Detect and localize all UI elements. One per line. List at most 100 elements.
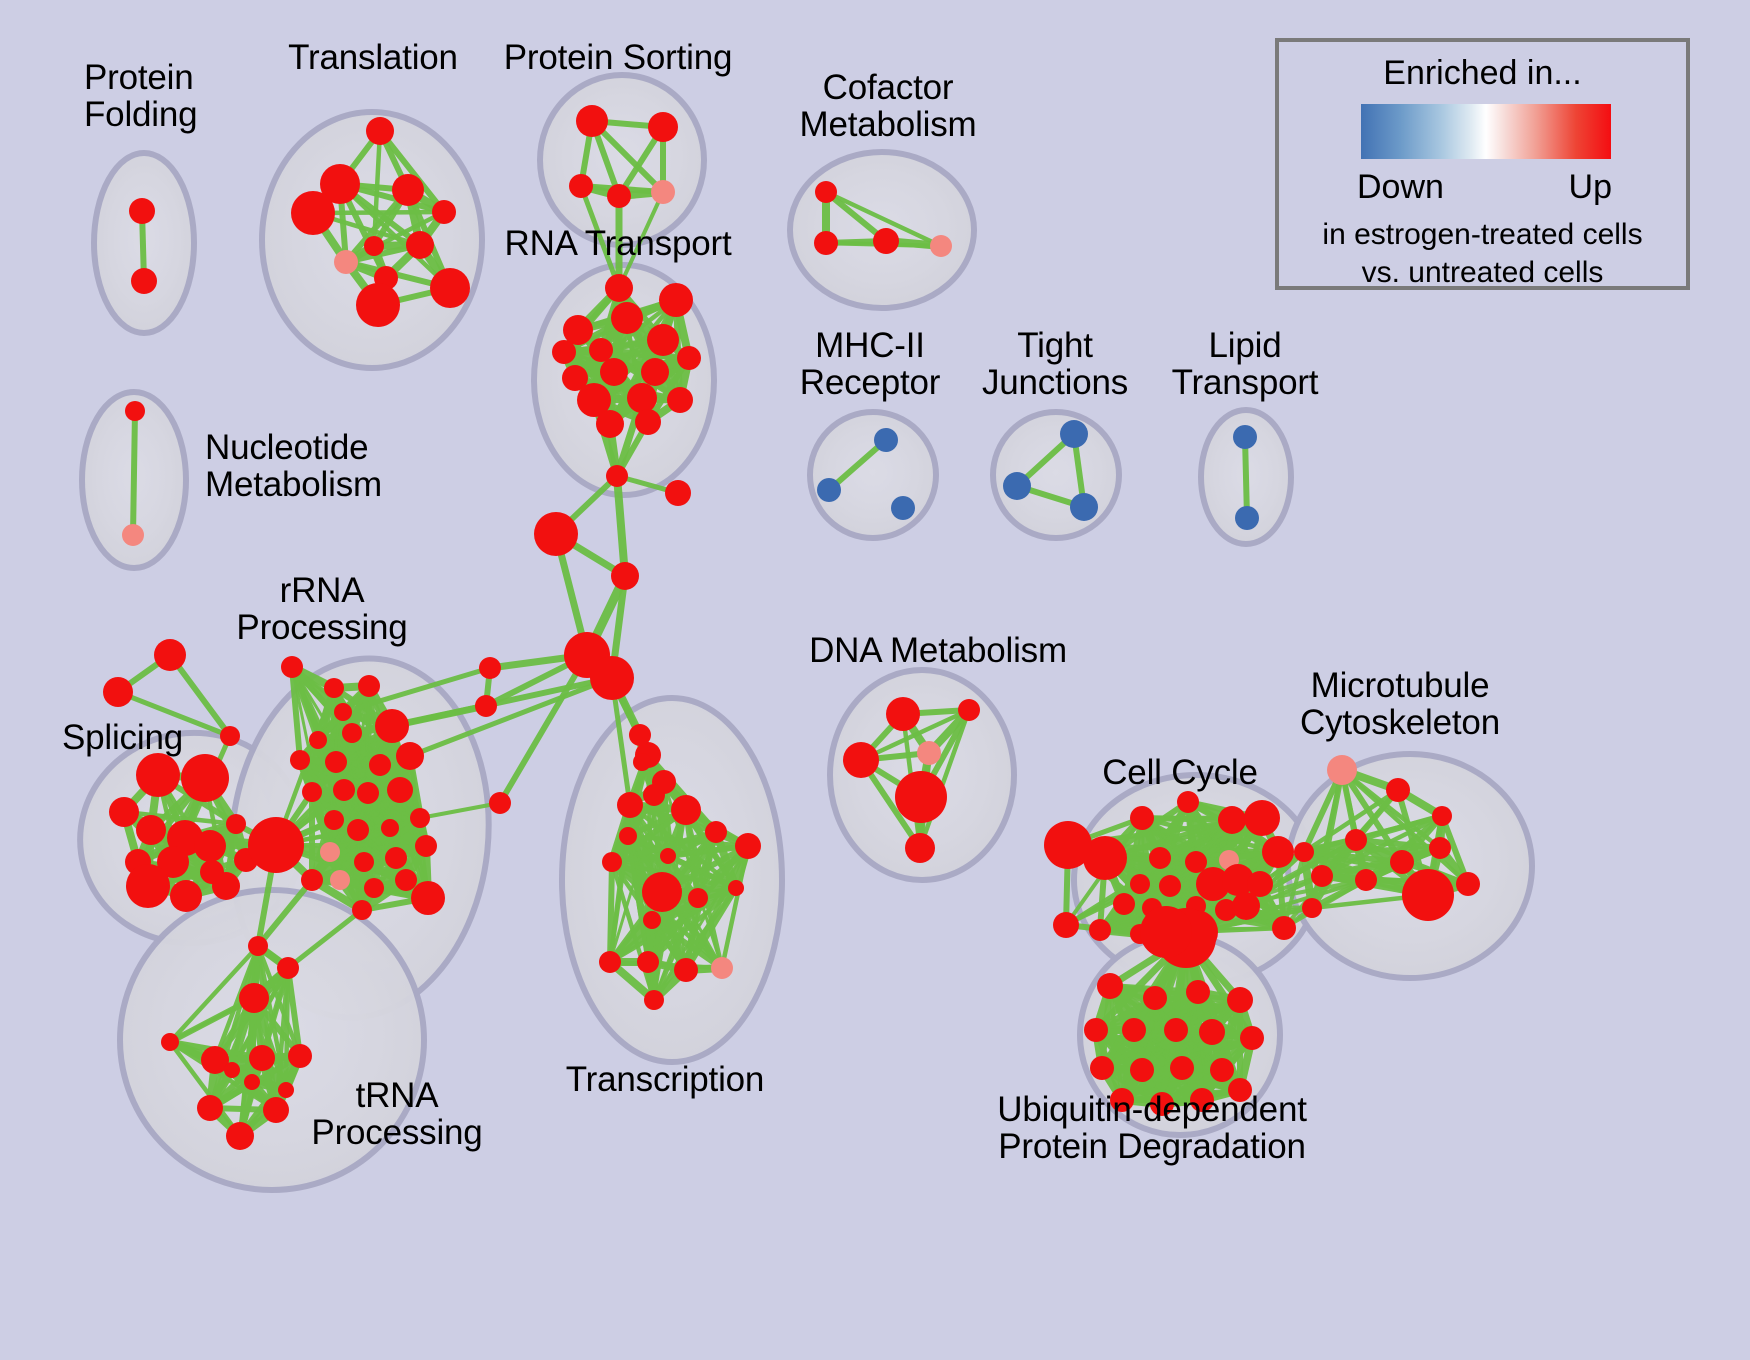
cluster-label-microtubule-cytoskeleton: Microtubule Cytoskeleton bbox=[1300, 666, 1500, 742]
network-edge bbox=[389, 675, 615, 729]
network-node bbox=[611, 302, 643, 334]
network-node bbox=[647, 324, 679, 356]
network-node bbox=[410, 808, 430, 828]
network-edge bbox=[497, 652, 590, 806]
network-node bbox=[415, 835, 437, 857]
network-node bbox=[606, 465, 628, 487]
network-node bbox=[226, 1122, 254, 1150]
legend-caption-line-1: in estrogen-treated cells bbox=[1322, 218, 1643, 251]
network-node bbox=[157, 846, 189, 878]
network-node bbox=[324, 678, 344, 698]
network-node bbox=[239, 983, 269, 1013]
network-edge bbox=[115, 689, 233, 739]
network-edge bbox=[649, 917, 725, 971]
network-node bbox=[1228, 1078, 1252, 1102]
network-node bbox=[627, 383, 657, 413]
network-node bbox=[334, 250, 358, 274]
network-edge bbox=[285, 907, 365, 971]
network-node bbox=[648, 112, 678, 142]
network-edge bbox=[167, 943, 261, 1045]
network-edge bbox=[377, 128, 447, 215]
network-edge bbox=[609, 829, 719, 865]
network-node bbox=[320, 164, 360, 204]
network-node bbox=[1302, 898, 1322, 918]
cluster-label-cell-cycle: Cell Cycle bbox=[1102, 753, 1258, 792]
network-node bbox=[1429, 837, 1451, 859]
network-node bbox=[891, 496, 915, 520]
network-node bbox=[263, 1097, 289, 1123]
network-node bbox=[1003, 472, 1031, 500]
network-node bbox=[475, 695, 497, 717]
network-node bbox=[1244, 800, 1280, 836]
network-node bbox=[396, 742, 424, 770]
network-edge bbox=[651, 885, 739, 1003]
network-node bbox=[1247, 871, 1273, 897]
cluster-label-lipid-transport: Lipid Transport bbox=[1171, 326, 1319, 402]
network-node bbox=[387, 777, 413, 803]
network-node bbox=[617, 792, 643, 818]
network-node bbox=[577, 383, 611, 417]
legend-caption-line-2: vs. untreated cells bbox=[1361, 256, 1604, 289]
network-node bbox=[1170, 1056, 1194, 1080]
network-node bbox=[1089, 919, 1111, 941]
network-node bbox=[1227, 987, 1253, 1013]
network-node bbox=[1432, 806, 1452, 826]
network-edge bbox=[719, 843, 751, 971]
network-node bbox=[667, 387, 693, 413]
network-node bbox=[126, 864, 170, 908]
network-node bbox=[161, 1033, 179, 1051]
network-node bbox=[1345, 829, 1367, 851]
network-node bbox=[1232, 892, 1260, 920]
network-edge bbox=[251, 995, 289, 1093]
network-node bbox=[220, 726, 240, 746]
network-node bbox=[1164, 1018, 1188, 1042]
network-node bbox=[1233, 425, 1257, 449]
network-node bbox=[352, 900, 372, 920]
network-node bbox=[600, 358, 628, 386]
network-node bbox=[109, 797, 139, 827]
network-node bbox=[324, 810, 344, 830]
network-node bbox=[1272, 916, 1296, 940]
network-node bbox=[103, 677, 133, 707]
network-node bbox=[633, 753, 651, 771]
network-node bbox=[1355, 869, 1377, 891]
network-edge bbox=[1119, 1067, 1225, 1103]
network-node bbox=[1235, 506, 1259, 530]
network-edge bbox=[823, 189, 944, 249]
cluster-label-transcription: Transcription bbox=[565, 1060, 765, 1099]
network-node bbox=[364, 236, 384, 256]
network-node bbox=[1090, 1056, 1114, 1080]
network-node bbox=[125, 401, 145, 421]
network-node bbox=[611, 562, 639, 590]
network-node bbox=[917, 741, 941, 765]
network-node bbox=[325, 751, 347, 773]
network-node bbox=[705, 821, 727, 843]
network-node bbox=[665, 480, 691, 506]
network-node bbox=[281, 656, 303, 678]
network-node bbox=[1262, 836, 1294, 868]
network-node bbox=[131, 268, 157, 294]
network-node bbox=[1240, 1026, 1264, 1050]
network-edge bbox=[598, 347, 692, 361]
network-edge bbox=[1194, 878, 1368, 934]
network-node bbox=[248, 936, 268, 956]
cluster-label-nucleotide-metabolism: Nucleotide Metabolism bbox=[205, 428, 382, 504]
network-node bbox=[644, 990, 664, 1010]
cluster-label-rna-transport: RNA Transport bbox=[504, 224, 732, 263]
network-node bbox=[874, 428, 898, 452]
network-node bbox=[1199, 1019, 1225, 1045]
network-node bbox=[605, 274, 633, 302]
network-node bbox=[677, 346, 701, 370]
network-node bbox=[635, 409, 661, 435]
network-node bbox=[643, 911, 661, 929]
network-node bbox=[552, 340, 576, 364]
network-node bbox=[226, 814, 246, 834]
network-node bbox=[562, 365, 588, 391]
network-node bbox=[905, 833, 935, 863]
network-node bbox=[599, 951, 621, 973]
network-node bbox=[671, 795, 701, 825]
network-node bbox=[589, 338, 613, 362]
network-node bbox=[1196, 867, 1230, 901]
network-node bbox=[358, 675, 380, 697]
network-node bbox=[817, 478, 841, 502]
